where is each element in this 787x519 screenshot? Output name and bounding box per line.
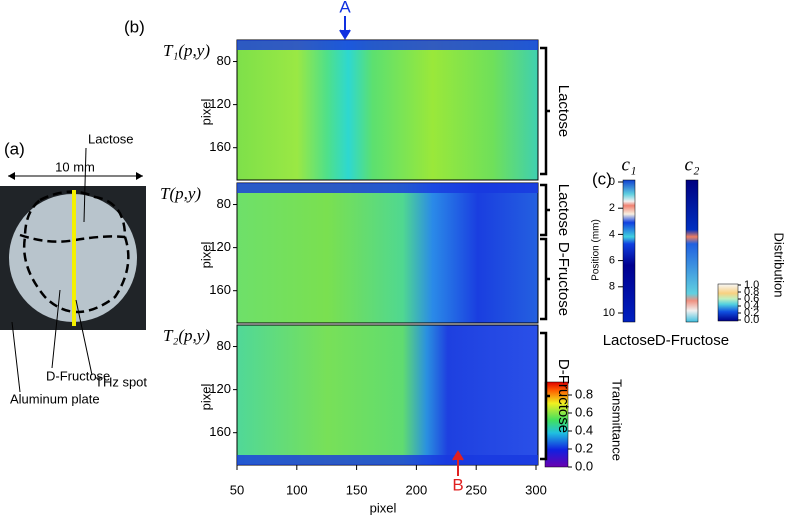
position-tick-label: 10: [603, 307, 615, 319]
marker-b: B: [452, 475, 463, 494]
x-tick-label: 300: [525, 482, 547, 497]
bracket: [540, 331, 550, 461]
colorbar-tick-label: 0.0: [744, 314, 759, 326]
heatmap: [236, 39, 539, 181]
boundary: [19, 233, 126, 243]
position-tick-label: 4: [609, 228, 615, 240]
y-tick-label: 80: [217, 53, 231, 68]
colorbar-tick-label: 0.0: [575, 458, 593, 473]
y-tick-label: 120: [209, 96, 231, 111]
bracket: [540, 46, 550, 176]
strip-label: c₁: [621, 154, 636, 175]
x-tick-label: 150: [346, 482, 368, 497]
bracket: [540, 237, 550, 321]
y-tick-label: 120: [209, 239, 231, 254]
strip-name: D-Fructose: [655, 332, 729, 349]
heatmap-edge: [237, 455, 538, 465]
label: Lactose: [88, 131, 134, 146]
y-tick-label: 160: [209, 139, 231, 154]
axis-label: Position (mm): [591, 219, 602, 281]
x-tick-label: 250: [465, 482, 487, 497]
label: D-Fructose: [46, 368, 110, 383]
panel-label: (a): [4, 139, 25, 158]
map-title: T₁(p,y): [163, 41, 210, 60]
strip: [622, 179, 636, 323]
pointer: [83, 147, 87, 223]
colorbar-title: Distribution: [772, 232, 787, 297]
x-axis-label: pixel: [370, 500, 397, 515]
heatmap: [236, 324, 539, 466]
scale-label: 10 mm: [55, 159, 95, 174]
colorbar-tick-label: 1.0: [744, 279, 759, 291]
heatmap-edge: [237, 40, 538, 50]
bracket-label: Lactose: [555, 184, 572, 237]
heatmap-edge: [237, 183, 538, 193]
y-tick-label: 160: [209, 424, 231, 439]
colorbar-tick-label: 0.4: [575, 422, 593, 437]
x-tick-label: 50: [230, 482, 244, 497]
boundary: [23, 190, 130, 314]
pointer: [11, 321, 21, 393]
thz-spot: [72, 190, 76, 326]
bracket: [540, 183, 550, 237]
colorbar-tick-label: 0.8: [744, 286, 759, 298]
y-tick-label: 80: [217, 338, 231, 353]
x-tick-label: 100: [286, 482, 308, 497]
y-axis-label: pixel: [198, 242, 213, 269]
colorbar-tick-label: 0.2: [744, 307, 759, 319]
maps: [236, 39, 539, 466]
colorbar-tick-label: 0.8: [575, 386, 593, 401]
y-tick-label: 120: [209, 381, 231, 396]
position-tick-label: 6: [609, 255, 615, 267]
label: THz spot: [95, 374, 147, 389]
y-axis-label: pixel: [198, 384, 213, 411]
colorbar-title: Transmittance: [610, 379, 625, 461]
colorbar-tick-label: 0.6: [575, 404, 593, 419]
y-axis-label: pixel: [198, 99, 213, 126]
heatmap: [236, 182, 539, 324]
marker-b-arrow: [452, 450, 464, 476]
strip-label: c₂: [684, 154, 699, 175]
colorbar-tick-label: 0.2: [575, 440, 593, 455]
y-tick-label: 160: [209, 282, 231, 297]
marker-a-arrow: [339, 16, 351, 40]
colorbar-tick-label: 0.4: [744, 300, 759, 312]
marker-a: A: [339, 0, 351, 16]
y-tick-label: 80: [217, 196, 231, 211]
pointer: [75, 299, 93, 376]
panel-label: (b): [124, 17, 145, 36]
label: Aluminum plate: [10, 391, 100, 406]
position-tick-label: 8: [609, 281, 615, 293]
colorbar-tick-label: 0.6: [744, 293, 759, 305]
position-tick-label: 0: [609, 176, 615, 188]
colorbar: [717, 283, 739, 322]
bracket-label: Lactose: [555, 85, 572, 138]
strip-name: Lactose: [603, 332, 656, 349]
position-tick-label: 2: [609, 202, 615, 214]
x-tick-label: 200: [406, 482, 428, 497]
bracket-label: D-Fructose: [555, 359, 572, 433]
pointer: [51, 289, 61, 369]
map-title: T(p,y): [160, 184, 201, 203]
strip: [685, 179, 699, 323]
bracket-label: D-Fructose: [555, 242, 572, 316]
panel-label: (c): [592, 169, 612, 188]
map-title: T₂(p,y): [163, 326, 210, 345]
